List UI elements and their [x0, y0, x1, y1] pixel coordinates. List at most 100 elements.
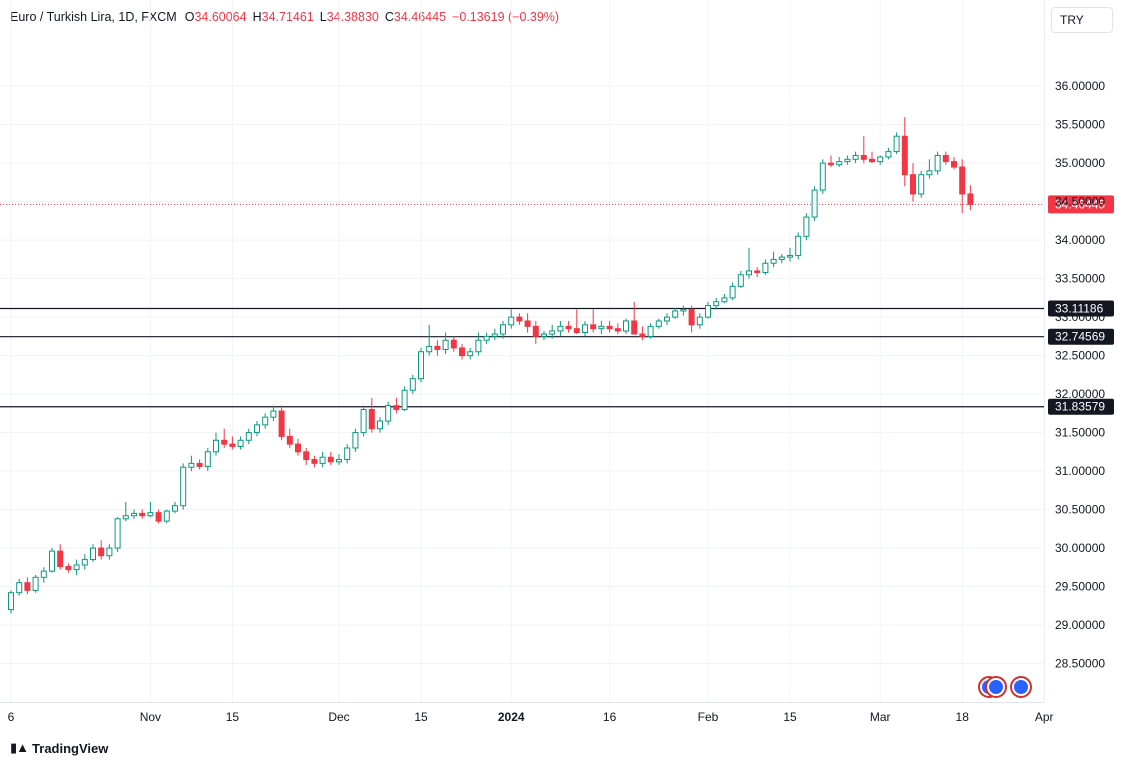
candle-body: [910, 174, 916, 195]
candle-body: [172, 505, 178, 512]
candle: [500, 320, 506, 339]
candle-body: [934, 154, 941, 172]
symbol-title[interactable]: Euro / Turkish Lira, 1D, FXCM: [10, 10, 177, 24]
candle-body: [623, 320, 629, 332]
candle: [721, 294, 728, 304]
candle: [483, 332, 490, 345]
footer-brand[interactable]: ▮▲ TradingView: [10, 740, 108, 756]
candle-body: [516, 316, 523, 322]
candle-body: [532, 325, 539, 337]
candle: [926, 159, 933, 179]
candle: [409, 374, 416, 395]
candle-body: [352, 432, 359, 449]
time-tick-label: 2024: [498, 710, 525, 724]
candle: [688, 305, 695, 333]
candle: [672, 307, 679, 319]
price-axis[interactable]: 28.50000 29.00000 29.50000 30.00000 30.50000…: [1055, 79, 1105, 670]
candle-body: [409, 378, 416, 391]
level-price-label: 32.74569: [1055, 330, 1105, 344]
candle: [647, 323, 654, 339]
candle-body: [852, 154, 859, 160]
candle: [828, 155, 834, 168]
candle-body: [803, 216, 810, 237]
candle-body: [901, 135, 908, 176]
candle-body: [729, 285, 736, 299]
candle: [573, 309, 580, 335]
change-value: −0.13619 (−0.39%): [452, 10, 560, 24]
candle: [918, 170, 925, 198]
candle-body: [795, 235, 802, 257]
time-tick-label: 15: [783, 710, 797, 724]
candle: [959, 159, 966, 214]
candle-body: [327, 456, 334, 463]
candle-body: [319, 456, 326, 464]
candle-body: [770, 258, 777, 264]
candle: [311, 455, 318, 468]
candle-body: [647, 325, 654, 337]
candle: [286, 428, 293, 448]
time-tick-label: 18: [956, 710, 970, 724]
candle: [598, 320, 605, 335]
candle-body: [573, 328, 580, 334]
candle-body: [311, 459, 318, 464]
candle: [196, 459, 203, 470]
candle-body: [360, 408, 367, 434]
eu-flag-icon[interactable]: [985, 676, 1007, 698]
symbol-header: Euro / Turkish Lira, 1D, FXCM O 34.60064…: [10, 6, 559, 28]
time-tick-label: Dec: [328, 710, 349, 724]
candle: [245, 428, 252, 445]
candle-body: [590, 324, 597, 330]
candle-body: [467, 351, 474, 357]
price-chart[interactable]: 33.11186 32.74569 31.83579 34.46445 28.5000…: [0, 0, 1128, 735]
level-price-badge: [1048, 398, 1114, 415]
candle: [204, 447, 211, 472]
candle-body: [286, 435, 293, 445]
candle-body: [278, 410, 285, 437]
candle: [106, 544, 113, 560]
price-tick-label: 33.00000: [1055, 310, 1105, 324]
candle: [549, 324, 556, 339]
grid-lines: [0, 0, 1045, 703]
candle-body: [967, 193, 974, 205]
candle-body: [705, 305, 711, 318]
candle: [836, 157, 843, 168]
candle: [713, 297, 720, 310]
candle-body: [754, 270, 761, 273]
candle-body: [459, 347, 465, 357]
candle-body: [836, 161, 843, 166]
candle-body: [114, 518, 121, 549]
candle: [278, 405, 285, 441]
candle-body: [885, 151, 892, 158]
candle: [172, 501, 178, 514]
candle: [475, 332, 482, 356]
candle: [147, 501, 154, 518]
candle-body: [680, 308, 687, 312]
candle-body: [762, 262, 769, 273]
candle: [532, 320, 539, 345]
candle-body: [57, 550, 64, 568]
candle: [98, 540, 105, 560]
candle: [934, 151, 941, 175]
candle: [352, 428, 359, 452]
candle-body: [549, 330, 556, 335]
eu-flag-icon[interactable]: [1010, 676, 1032, 698]
candle-body: [778, 256, 785, 260]
open-label: O: [184, 10, 195, 24]
candle-body: [877, 156, 884, 163]
candle-body: [926, 170, 933, 176]
candle-body: [434, 345, 441, 350]
price-tick-label: 32.00000: [1055, 387, 1105, 401]
candle-body: [65, 566, 72, 571]
candle: [122, 501, 129, 522]
time-axis[interactable]: 6 Nov 15 Dec 15 2024 16 Feb 15 Mar 18 Apr: [8, 710, 1054, 724]
candle: [803, 213, 810, 241]
candle: [655, 318, 662, 329]
flag-badges[interactable]: [978, 676, 1032, 698]
horizontal-levels[interactable]: 33.11186 32.74569 31.83579 34.46445: [0, 195, 1114, 415]
currency-button[interactable]: TRY: [1051, 7, 1113, 33]
time-tick-label: Apr: [1035, 710, 1054, 724]
candle-body: [237, 439, 244, 447]
candle-body: [180, 466, 187, 507]
time-tick-label: 6: [8, 710, 15, 724]
candle-body: [245, 432, 252, 441]
